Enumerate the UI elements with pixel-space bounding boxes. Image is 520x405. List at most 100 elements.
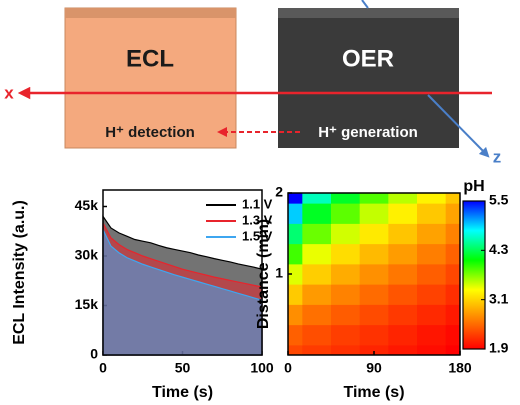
heat-cell: [302, 324, 332, 346]
z-axis-back: [361, 0, 369, 9]
heat-cell: [288, 324, 303, 346]
heat-cell: [445, 304, 461, 326]
heat-cell: [359, 304, 389, 326]
heat-cell: [417, 344, 447, 356]
heat-cell: [302, 344, 332, 356]
x-axis-title: Time (s): [343, 384, 404, 401]
colorbar-tick-label: 4.3: [489, 241, 509, 257]
heat-cell: [331, 284, 361, 305]
heat-cell: [359, 223, 389, 245]
oer-box-top: [278, 8, 459, 18]
series-area: [102, 229, 263, 356]
ecl-chart: 0 50 100 0 15k 30k 45k Time (s) ECL Intensity (a…: [11, 189, 274, 401]
heat-cell: [331, 304, 361, 326]
heat-cell: [359, 263, 389, 285]
heat-cell: [331, 203, 361, 224]
heat-cell: [445, 263, 461, 285]
heat-cell: [288, 344, 303, 356]
heat-cell: [388, 284, 418, 305]
x-tick-label: 180: [448, 360, 472, 376]
x-tick-label: 0: [284, 360, 292, 376]
heat-cell: [388, 203, 418, 224]
heat-cell: [417, 203, 447, 224]
heat-cell: [359, 324, 389, 346]
heat-cell: [331, 263, 361, 285]
heat-cell: [417, 324, 447, 346]
heat-cell: [288, 263, 303, 285]
heat-cell: [417, 263, 447, 285]
oer-box: [278, 8, 459, 148]
legend-label: 1.3 V: [242, 212, 273, 227]
plot-frame: [102, 189, 263, 356]
x-axis-title: Time (s): [152, 384, 213, 401]
heat-cell: [302, 263, 332, 285]
x-tick-label: 50: [175, 360, 191, 376]
axis-label: z: [493, 147, 502, 166]
heat-cell: [302, 284, 332, 305]
process-label: H⁺ generation: [318, 124, 418, 141]
y-tick-label: 1: [275, 265, 283, 281]
legend-label: 1.1 V: [242, 196, 273, 211]
heat-cell: [388, 324, 418, 346]
heat-cell: [288, 203, 303, 224]
heat-cell: [417, 193, 447, 204]
colorbar-tick-label: 5.5: [489, 192, 509, 208]
heat-cell: [417, 284, 447, 305]
heat-cell: [359, 243, 389, 265]
heat-cell: [359, 203, 389, 224]
ecl-box: [64, 7, 237, 149]
axis-label: x: [4, 83, 14, 102]
heat-cell: [445, 344, 461, 356]
colorbar: [462, 200, 486, 350]
x-tick-label: 90: [366, 360, 382, 376]
ecl-box-top: [65, 8, 236, 18]
heat-cell: [445, 203, 461, 224]
heat-cell: [288, 284, 303, 305]
heat-cell: [302, 223, 332, 245]
y-axis-title: ECL Intensity (a.u.): [11, 200, 28, 345]
heat-cell: [445, 193, 461, 204]
heat-cell: [359, 344, 389, 356]
z-axis: [427, 94, 490, 158]
heat-cell: [302, 243, 332, 265]
heat-cell: [388, 304, 418, 326]
heat-cell: [388, 263, 418, 285]
heat-cell: [445, 223, 461, 245]
diagram: ECL OER x z H⁺ detection H⁺ generation: [4, 0, 501, 166]
ph-map: 0 90 180 1 2 Time (s) Distance (mm) 1.9 3.1 4.3 5.…: [255, 178, 508, 401]
heat-cell: [445, 324, 461, 346]
heat-cell: [288, 304, 303, 326]
heat-cell: [388, 193, 418, 204]
box-label: OER: [342, 45, 394, 72]
heat-cell: [417, 304, 447, 326]
heat-cell: [359, 193, 389, 204]
heat-cell: [302, 304, 332, 326]
legend-label: 1.5 V: [242, 228, 273, 243]
heat-cell: [331, 344, 361, 356]
heat-cell: [302, 193, 332, 204]
heat-cell: [388, 243, 418, 265]
y-axis-title: Distance (mm): [255, 219, 272, 329]
colorbar-title: pH: [463, 178, 484, 195]
y-tick-label: 2: [275, 184, 283, 200]
heat-cell: [288, 243, 303, 265]
heat-cell: [331, 243, 361, 265]
heat-cell: [388, 223, 418, 245]
y-tick-label: 30k: [75, 247, 99, 263]
heat-cell: [288, 193, 303, 204]
heat-cell: [302, 203, 332, 224]
heat-cell: [417, 223, 447, 245]
y-tick-label: 0: [90, 346, 98, 362]
y-tick-label: 15k: [75, 296, 99, 312]
heat-cell: [445, 284, 461, 305]
y-tick-label: 45k: [75, 197, 99, 213]
heat-cell: [359, 284, 389, 305]
heat-cell: [288, 223, 303, 245]
heat-cell: [331, 223, 361, 245]
colorbar-tick-label: 3.1: [489, 290, 509, 306]
process-label: H⁺ detection: [105, 124, 195, 141]
heat-cell: [331, 193, 361, 204]
box-label: ECL: [126, 45, 174, 72]
